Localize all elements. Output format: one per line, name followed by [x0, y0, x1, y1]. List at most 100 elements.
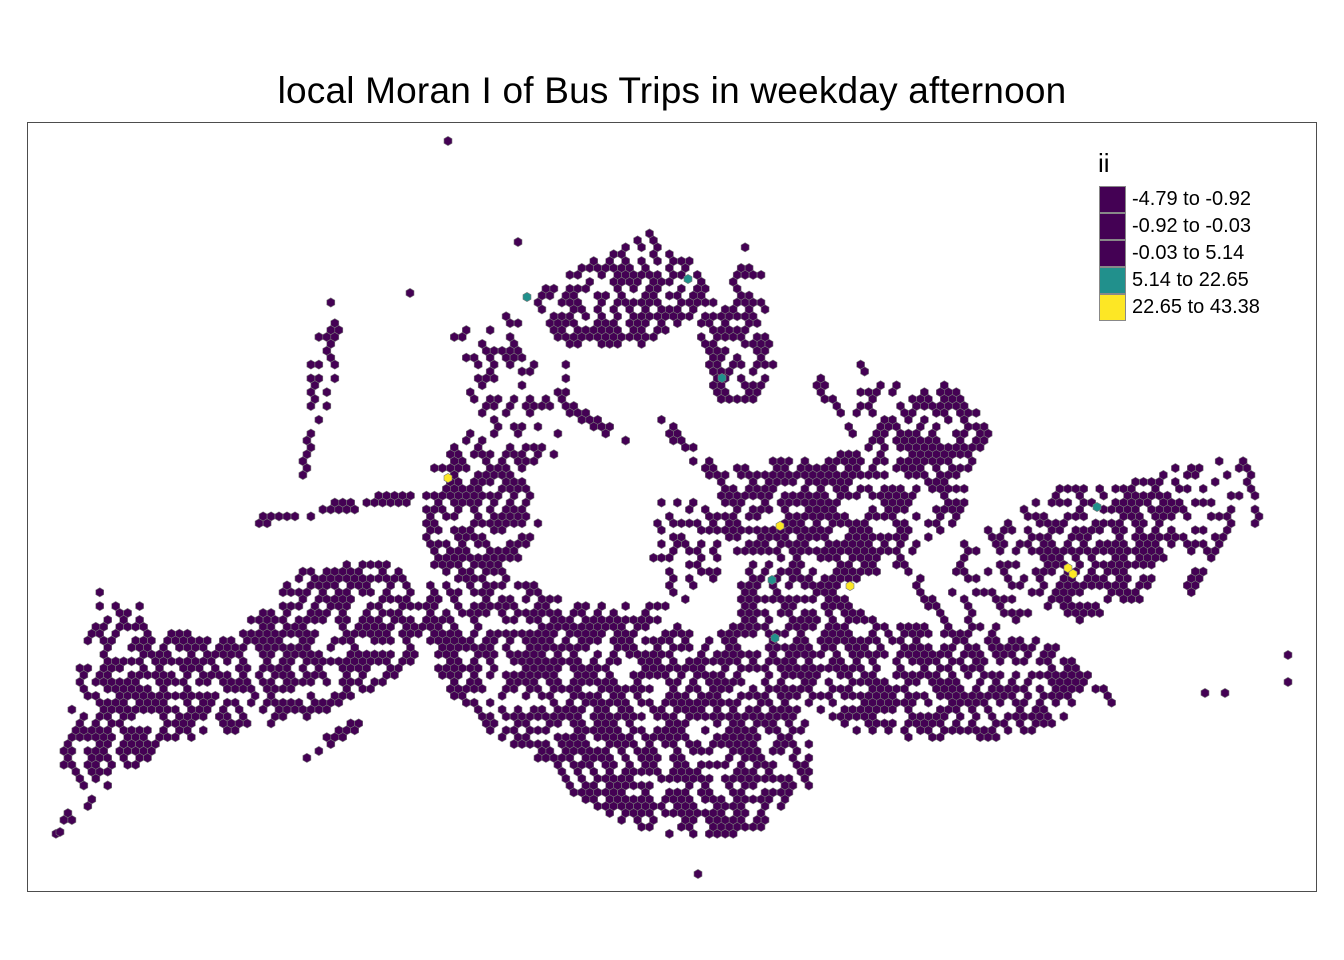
hex-cell — [517, 739, 527, 750]
hex-cell — [804, 545, 814, 556]
hex-cell — [716, 394, 726, 405]
hex-cell — [59, 815, 69, 825]
hex-cell — [517, 463, 527, 474]
legend-item: -4.79 to -0.92 — [1096, 186, 1260, 213]
hex-cell — [621, 601, 630, 612]
hex-cell — [442, 511, 451, 522]
hex-cell — [1063, 497, 1073, 508]
hex-cell — [1183, 470, 1192, 480]
legend-swatch — [1099, 240, 1126, 267]
hex-cell — [860, 614, 869, 625]
hex-cell — [928, 732, 937, 743]
hex-cell — [792, 690, 802, 701]
hex-cell — [621, 435, 630, 446]
hex-cell — [780, 628, 790, 639]
hex-cell — [597, 269, 606, 280]
hex-cell — [900, 504, 909, 515]
hex-cell — [888, 704, 897, 715]
hex-cell — [896, 442, 905, 453]
hex-cell — [848, 690, 857, 701]
hex-cell — [963, 725, 973, 736]
hex-cell — [258, 704, 268, 715]
legend-item: -0.92 to -0.03 — [1096, 213, 1260, 240]
hex-cell — [912, 470, 921, 480]
hex-cell — [732, 311, 742, 322]
hex-cell — [768, 359, 778, 370]
hex-cell — [278, 587, 288, 598]
hex-cell — [649, 332, 658, 342]
legend-item: 22.65 to 43.38 — [1096, 294, 1260, 321]
hex-cell — [581, 283, 591, 294]
hex-cell — [513, 428, 523, 439]
hex-cell — [880, 470, 889, 480]
hex-cell — [1171, 463, 1180, 474]
hex-cell — [720, 332, 730, 342]
hex-cell — [330, 373, 340, 384]
hex-cell — [928, 483, 937, 494]
hex-cell — [764, 545, 774, 556]
hex-cell — [661, 325, 670, 336]
hex-cell — [306, 511, 316, 522]
hex-cell — [605, 808, 614, 819]
hex-cell — [1087, 580, 1096, 591]
hex-cell — [374, 573, 383, 584]
hex-cell — [770, 633, 780, 643]
hex-cell — [705, 470, 714, 480]
hex-cell — [1183, 483, 1192, 494]
hex-cell — [358, 683, 367, 694]
hex-cell — [79, 780, 89, 791]
hex-cell — [242, 718, 252, 729]
hex-cell — [971, 407, 981, 418]
hex-cell — [657, 539, 666, 549]
hex-cell — [1035, 518, 1045, 529]
hex-cell — [302, 752, 312, 763]
hex-cell — [776, 746, 786, 756]
hex-cell — [816, 690, 826, 701]
hex-cell — [1075, 683, 1084, 694]
hex-cell — [525, 614, 535, 625]
hex-cell — [1139, 476, 1148, 487]
hex-cell — [370, 497, 379, 508]
hex-cell — [637, 821, 646, 832]
hex-cell — [282, 511, 292, 522]
hex-cell — [653, 614, 662, 625]
hex-cell — [406, 656, 415, 667]
hex-cell — [1055, 497, 1065, 508]
hex-cell — [872, 566, 881, 577]
hex-cell — [414, 601, 423, 612]
hex-cell — [485, 476, 495, 487]
hex-cell — [732, 394, 742, 405]
hex-cell — [775, 521, 785, 531]
hex-cell — [469, 683, 479, 694]
hex-cell — [788, 476, 798, 487]
hex-cell — [665, 828, 674, 839]
hex-cell — [1147, 559, 1156, 570]
hex-cell — [748, 780, 758, 791]
hex-cell — [330, 359, 340, 370]
hex-cell — [430, 463, 439, 474]
hex-cell — [573, 338, 583, 349]
hex-cell — [1250, 518, 1260, 529]
hex-cell — [720, 497, 730, 508]
hex-cell — [840, 690, 849, 701]
hex-cell — [1011, 656, 1021, 667]
hex-cell — [625, 649, 634, 660]
hex-cell — [593, 732, 602, 743]
hex-cell — [740, 338, 750, 349]
hex-cell — [661, 601, 670, 612]
hex-cell — [1087, 608, 1096, 618]
hex-cell — [936, 732, 945, 743]
hex-cell — [748, 394, 758, 405]
hex-cell — [462, 697, 471, 708]
hex-cell — [513, 552, 523, 563]
hex-cell — [952, 483, 961, 494]
hex-cell — [776, 801, 786, 812]
hex-cell — [629, 283, 638, 294]
hex-cell — [820, 394, 830, 405]
hex-cell — [665, 773, 674, 784]
hex-cell — [497, 525, 507, 536]
hex-cell — [936, 525, 945, 536]
hex-cell — [131, 621, 140, 632]
hex-cell — [262, 518, 272, 529]
hex-cell — [1131, 559, 1140, 570]
